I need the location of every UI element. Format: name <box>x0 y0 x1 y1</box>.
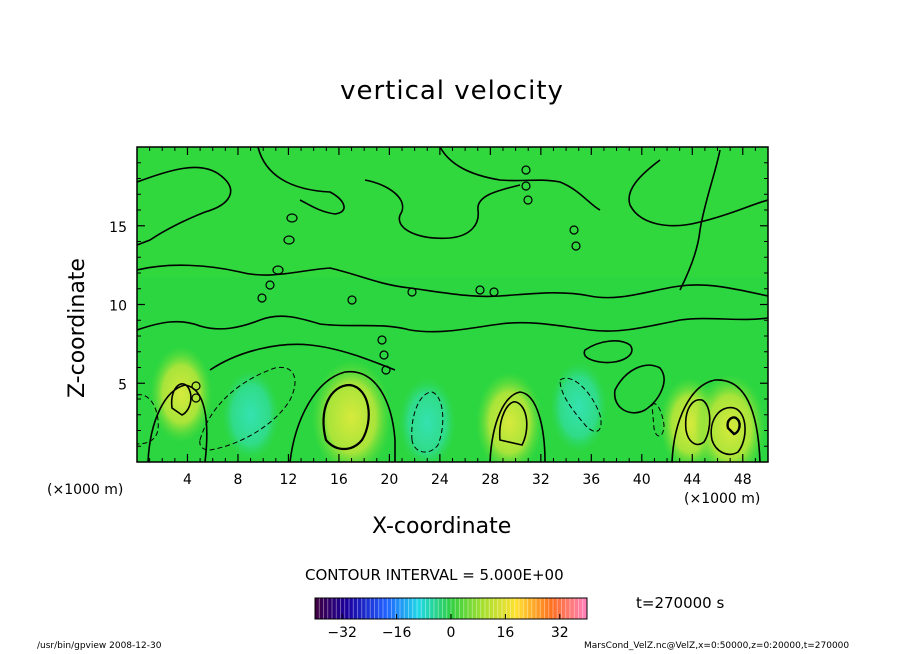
y-tick-label-10: 10 <box>109 299 127 315</box>
x-tick-label-20: 20 <box>380 472 398 488</box>
colorbar-tick-label-32: 32 <box>551 625 569 641</box>
colorbar-gradient <box>315 598 587 619</box>
x-tick-label-40: 40 <box>633 472 651 488</box>
chart-title: vertical velocity <box>340 76 564 106</box>
velocity-feature-5 <box>549 361 608 453</box>
velocity-feature-4 <box>476 372 543 462</box>
contour-lines <box>137 147 768 462</box>
x-tick-label-48: 48 <box>734 472 752 488</box>
x-tick-label-4: 4 <box>183 472 192 488</box>
footer-source: MarsCond_VelZ.nc@VelZ,x=0:50000,z=0:2000… <box>584 641 850 651</box>
y-axis-ticks: 5 10 15 <box>109 162 768 447</box>
colorbar-tick-label--32: −32 <box>327 625 357 641</box>
colorbar: −32 −16 0 16 32 <box>314 597 588 641</box>
colorbar-stripes <box>318 598 584 619</box>
x-unit-left: (×1000 m) <box>47 482 124 498</box>
x-tick-label-36: 36 <box>582 472 600 488</box>
velocity-feature-3 <box>398 377 457 462</box>
colorbar-tick-label-0: 0 <box>447 625 456 641</box>
x-axis-ticks: 4 8 12 16 20 24 28 32 36 40 44 48 <box>149 147 756 488</box>
y-axis-label: Z-coordinate <box>65 258 90 398</box>
velocity-feature-7 <box>694 374 766 462</box>
contour-interval-label: CONTOUR INTERVAL = 5.000E+00 <box>305 566 564 584</box>
time-label: t=270000 s <box>636 594 725 612</box>
x-tick-label-28: 28 <box>481 472 499 488</box>
velocity-feature-2 <box>311 359 392 462</box>
y-tick-label-5: 5 <box>118 377 127 393</box>
x-axis-label: X-coordinate <box>372 514 512 539</box>
x-tick-label-16: 16 <box>330 472 348 488</box>
x-tick-label-8: 8 <box>233 472 242 488</box>
velocity-feature-0 <box>150 346 213 443</box>
x-tick-label-12: 12 <box>280 472 298 488</box>
y-tick-label-15: 15 <box>109 220 127 236</box>
colorbar-tick-label--16: −16 <box>382 625 412 641</box>
footer-program: /usr/bin/gpview 2008-12-30 <box>37 641 162 651</box>
colorbar-tick-label-16: 16 <box>496 625 514 641</box>
x-tick-label-32: 32 <box>532 472 550 488</box>
velocity-feature-1 <box>221 369 280 461</box>
x-tick-label-44: 44 <box>683 472 701 488</box>
negative-contours <box>137 366 665 453</box>
x-tick-label-24: 24 <box>431 472 449 488</box>
colorbar-ticks: −32 −16 0 16 32 <box>327 614 569 641</box>
x-unit-right: (×1000 m) <box>684 491 761 507</box>
small-contour-circles <box>191 165 581 403</box>
